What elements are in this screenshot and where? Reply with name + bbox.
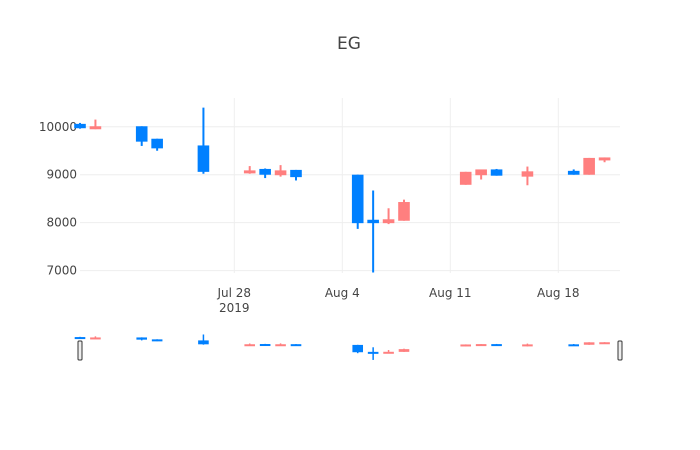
slider-candle <box>275 343 286 347</box>
candle-increasing <box>243 166 256 174</box>
slider-candle-body <box>290 344 302 347</box>
slider-candle-body <box>522 344 533 347</box>
slider-candle-body <box>460 344 472 347</box>
slider-candle <box>90 336 101 340</box>
candle-increasing <box>382 208 395 225</box>
slider-candle-body <box>74 337 86 340</box>
y-axis: 7000 8000 9000 10000 <box>39 120 77 278</box>
candle-body <box>490 169 503 176</box>
slider-candle-body <box>90 337 101 340</box>
candle-decreasing <box>74 122 86 129</box>
candle-increasing <box>274 165 287 177</box>
slider-candle <box>352 344 364 354</box>
slider-candle-body <box>568 344 580 347</box>
range-slider[interactable] <box>74 334 623 361</box>
slider-candle <box>198 334 209 345</box>
candle-body <box>290 169 302 178</box>
slider-candle-body <box>259 344 271 347</box>
slider-candle <box>599 342 610 345</box>
candle-body <box>89 126 102 130</box>
slider-candle-body <box>475 344 487 347</box>
x-tick-label: Aug 4 <box>325 286 360 300</box>
candle-increasing <box>89 119 102 130</box>
range-slider-left-handle[interactable] <box>77 340 83 361</box>
x-tick-label: Aug 11 <box>429 286 472 300</box>
candle-body <box>521 171 534 177</box>
slider-candle <box>568 344 580 347</box>
candle-decreasing <box>367 190 379 273</box>
candle-increasing <box>598 157 611 163</box>
slider-candle <box>136 337 148 341</box>
y-tick-label: 7000 <box>46 264 77 278</box>
candle-body <box>74 123 86 129</box>
chart-title: EG <box>337 34 361 54</box>
candle-decreasing <box>351 174 364 229</box>
slider-candle <box>383 350 394 354</box>
slider-candle <box>151 339 163 342</box>
candle-body <box>598 157 611 161</box>
slider-candle-body <box>491 344 502 347</box>
candle-body <box>583 157 595 175</box>
slider-candle-body <box>352 344 364 353</box>
slider-candle <box>491 343 502 347</box>
slider-candle-body <box>583 342 595 345</box>
candle-increasing <box>398 199 410 221</box>
candle-body <box>567 170 580 175</box>
slider-candle <box>522 343 533 347</box>
candle-decreasing <box>259 168 271 179</box>
candle-increasing <box>459 171 472 185</box>
candle-body <box>367 219 379 224</box>
candle-body <box>151 138 163 149</box>
candle-decreasing <box>290 169 302 181</box>
candle-body <box>274 170 287 176</box>
slider-candle <box>367 347 379 360</box>
candle-body <box>351 174 364 224</box>
range-slider-right-handle[interactable] <box>617 340 623 361</box>
y-tick-label: 8000 <box>46 216 77 230</box>
candle-decreasing <box>567 169 580 175</box>
plot-area[interactable] <box>74 107 611 273</box>
candle-decreasing <box>151 138 163 151</box>
slider-candle <box>290 344 302 347</box>
slider-candle-body <box>398 349 410 352</box>
slider-candle <box>460 344 472 347</box>
x-tick-label: Jul 28 <box>217 286 252 300</box>
candle-body <box>243 170 256 174</box>
x-tick-label: Aug 18 <box>537 286 580 300</box>
candle-body <box>259 168 271 175</box>
y-tick-label: 9000 <box>46 168 77 182</box>
candle-body <box>197 145 210 172</box>
slider-candle-body <box>367 351 379 354</box>
slider-candle-body <box>198 340 209 345</box>
candle-body <box>459 171 472 185</box>
slider-candle-body <box>244 344 256 347</box>
y-tick-label: 10000 <box>39 120 77 134</box>
slider-candle-body <box>275 344 286 347</box>
slider-candle-body <box>136 337 148 340</box>
slider-candle <box>475 344 487 347</box>
slider-candle <box>244 343 256 347</box>
candle-increasing <box>521 166 534 186</box>
candle-body <box>135 126 148 142</box>
candle-increasing <box>583 157 595 175</box>
candle-decreasing <box>135 126 148 146</box>
candle-increasing <box>475 169 487 180</box>
candle-body <box>398 202 410 221</box>
candle-body <box>382 219 395 224</box>
candle-decreasing <box>197 107 210 174</box>
slider-candle-body <box>383 351 394 354</box>
x-tick-sublabel: 2019 <box>219 301 250 315</box>
slider-candle <box>74 336 86 340</box>
slider-candle-body <box>599 342 610 345</box>
slider-candle <box>398 348 410 352</box>
slider-candle <box>259 343 271 347</box>
candle-decreasing <box>490 168 503 176</box>
grid-layer <box>80 98 620 273</box>
slider-candle-body <box>151 339 163 342</box>
slider-candle <box>583 342 595 345</box>
candle-body <box>475 169 487 176</box>
